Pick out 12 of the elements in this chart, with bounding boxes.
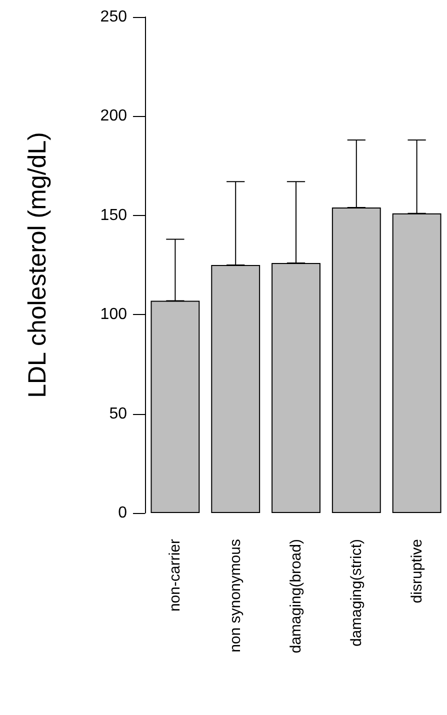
y-tick-label: 250 [100,8,128,26]
x-tick-label: disruptive [408,539,426,604]
x-tick-label: non-carrier [166,539,184,612]
y-axis-title: LDL cholesterol (mg/dL) [24,132,52,398]
y-tick-label: 50 [109,405,128,422]
x-tick-label: damaging(strict) [348,539,365,647]
y-tick-label: 0 [118,504,128,522]
y-tick-label: 150 [100,206,128,224]
x-tick-label: damaging(broad) [288,539,304,654]
y-tick-label: 200 [100,108,128,125]
x-tick-label: non synonymous [227,539,244,652]
y-tick-label: 100 [100,306,128,324]
